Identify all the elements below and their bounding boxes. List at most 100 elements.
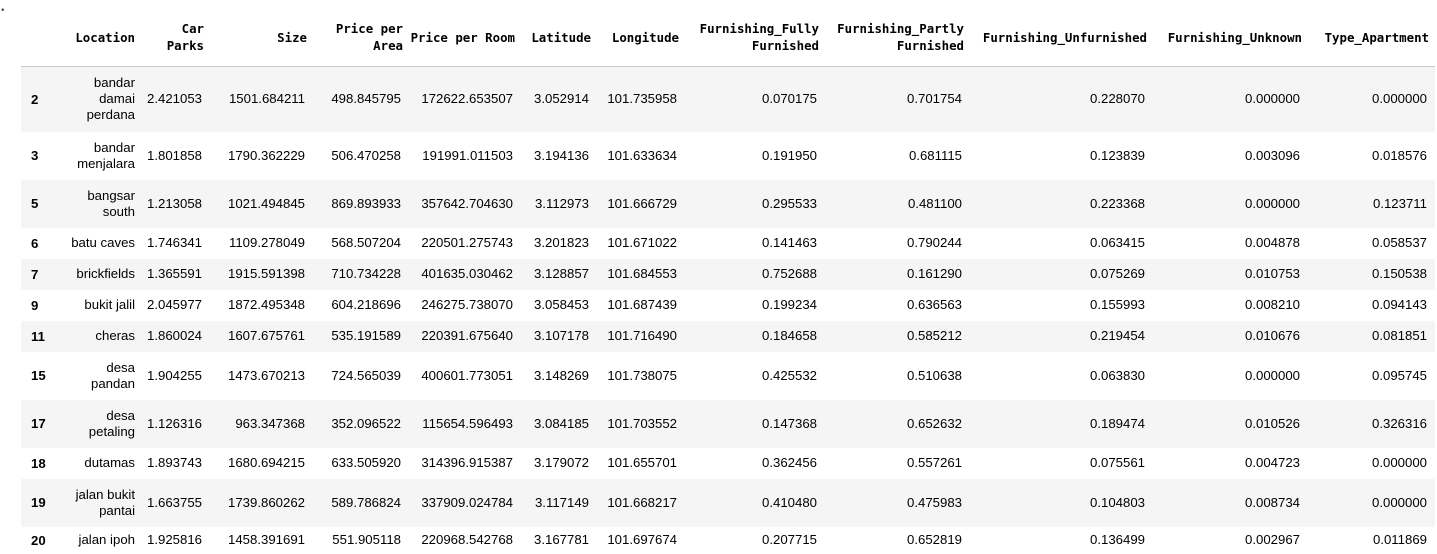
table-cell: 0.081851	[1371, 328, 1427, 343]
table-cell: 0.000000	[1244, 195, 1300, 211]
table-cell: 1872.495348	[227, 297, 305, 312]
table-row: 11 cheras 1.860024 1607.675761 535.191589 220…	[21, 320, 1435, 352]
table-cell: 0.752688	[761, 266, 817, 281]
table-cell: 2.421053	[146, 91, 202, 107]
table-cell: 246275.738070	[421, 297, 513, 312]
table-cell: 0.008734	[1244, 494, 1300, 510]
table-cell: 0.004723	[1244, 455, 1300, 470]
table-cell: 101.668217	[607, 494, 677, 510]
table-cell: 0.058537	[1371, 235, 1427, 250]
table-cell: 0.585212	[906, 328, 962, 343]
table-cell: 0.557261	[906, 455, 962, 470]
table-row: 18 dutamas 1.893743 1680.694215 633.505920 31…	[21, 447, 1435, 479]
row-index: 15	[31, 368, 46, 383]
table-cell: 220968.542768	[421, 532, 513, 547]
table-cell: 0.141463	[761, 235, 817, 250]
table-cell: 0.011869	[1372, 532, 1427, 547]
table-cell: 357642.704630	[421, 195, 513, 211]
table-cell: 400601.773051	[421, 367, 513, 383]
table-cell: 0.063415	[1089, 235, 1145, 250]
table-cell: 172622.653507	[421, 91, 513, 107]
table-body: 2 bandar damai perdana 2.421053 1501.684211…	[21, 66, 1435, 554]
table-cell: 0.136499	[1089, 532, 1145, 547]
table-cell: 0.481100	[907, 195, 962, 211]
table-cell: 0.326316	[1371, 415, 1427, 431]
location-cell: bukit jalil	[84, 297, 135, 312]
table-cell: 0.075561	[1089, 455, 1145, 470]
table-cell: 2.045977	[146, 297, 202, 312]
table-cell: 0.191950	[761, 147, 817, 163]
table-cell: 101.687439	[607, 297, 677, 312]
location-cell: desa petaling	[88, 407, 135, 439]
table-cell: 1501.684211	[228, 91, 305, 107]
table-cell: 3.128857	[533, 266, 589, 281]
table-row: 9 bukit jalil 2.045977 1872.495348 604.21869…	[21, 289, 1435, 321]
table-cell: 1.663755	[146, 494, 202, 510]
column-header: Furnishing_Fully Furnished	[685, 8, 825, 67]
table-cell: 1790.362229	[227, 147, 305, 163]
table-cell: 1109.278049	[228, 235, 305, 250]
column-header: Location	[59, 8, 141, 67]
table-row: 5 bangsar south 1.213058 1021.494845 869.893…	[21, 179, 1435, 228]
table-cell: 0.000000	[1371, 91, 1427, 107]
table-cell: 0.681115	[908, 147, 962, 163]
table-cell: 710.734228	[331, 266, 401, 281]
table-cell: 314396.915387	[421, 455, 513, 470]
table-cell: 0.002967	[1244, 532, 1300, 547]
table-cell: 0.652632	[906, 415, 962, 431]
column-header: Car Parks	[141, 8, 210, 67]
table-cell: 0.123711	[1372, 195, 1427, 211]
table-cell: 0.184658	[761, 328, 817, 343]
table-cell: 0.010676	[1244, 328, 1300, 343]
table-cell: 0.362456	[761, 455, 817, 470]
header-row: Location Car Parks Size Price per Area P…	[21, 8, 1435, 67]
table-cell: 1739.860262	[227, 494, 305, 510]
table-cell: 0.223368	[1089, 195, 1145, 211]
table-cell: 0.063830	[1089, 367, 1145, 383]
table-row: 17 desa petaling 1.126316 963.347368 352.096…	[21, 399, 1435, 448]
location-cell: bangsar south	[87, 187, 135, 219]
table-cell: 401635.030462	[421, 266, 513, 281]
table-cell: 1.893743	[146, 455, 202, 470]
table-cell: 0.410480	[761, 494, 817, 510]
table-cell: 633.505920	[331, 455, 401, 470]
table-cell: 1.746341	[146, 235, 202, 250]
table-cell: 0.070175	[761, 91, 817, 107]
table-cell: 0.010526	[1244, 415, 1300, 431]
location-cell: bandar menjalara	[77, 139, 135, 171]
table-cell: 220501.275743	[421, 235, 513, 250]
row-index: 2	[31, 91, 39, 107]
table-cell: 101.735958	[607, 91, 677, 107]
table-cell: 535.191589	[331, 328, 401, 343]
table-cell: 0.095745	[1371, 367, 1427, 383]
table-cell: 0.219454	[1089, 328, 1145, 343]
table-cell: 0.000000	[1371, 455, 1427, 470]
table-cell: 0.003096	[1244, 147, 1300, 163]
table-cell: 589.786824	[331, 494, 401, 510]
column-header: Furnishing_Unfurnished	[970, 8, 1153, 67]
row-index: 7	[31, 266, 39, 282]
table-cell: 0.123839	[1089, 147, 1145, 163]
table-cell: 3.201823	[533, 235, 589, 250]
table-cell: 3.194136	[533, 147, 589, 163]
table-cell: 869.893933	[331, 195, 401, 211]
table-cell: 1680.694215	[227, 455, 305, 470]
table-cell: 724.565039	[331, 367, 401, 383]
table-cell: 1.126316	[146, 415, 202, 431]
table-cell: 220391.675640	[421, 328, 513, 343]
table-cell: 0.147368	[761, 415, 817, 431]
table-row: 7 brickfields 1.365591 1915.591398 710.73422…	[21, 258, 1435, 290]
table-cell: 191991.011503	[422, 147, 513, 163]
location-cell: dutamas	[84, 455, 135, 470]
table-cell: 1.801858	[146, 147, 202, 163]
table-cell: 0.094143	[1371, 297, 1427, 312]
table-cell: 506.470258	[331, 147, 401, 163]
table-cell: 1.925816	[146, 532, 202, 547]
row-index: 3	[31, 148, 39, 163]
table-cell: 1.904255	[146, 367, 202, 383]
table-cell: 568.507204	[331, 235, 401, 250]
table-cell: 0.161290	[906, 266, 962, 281]
row-index: 11	[31, 328, 45, 344]
table-cell: 1.860024	[146, 328, 202, 343]
table-cell: 0.018576	[1371, 147, 1427, 163]
